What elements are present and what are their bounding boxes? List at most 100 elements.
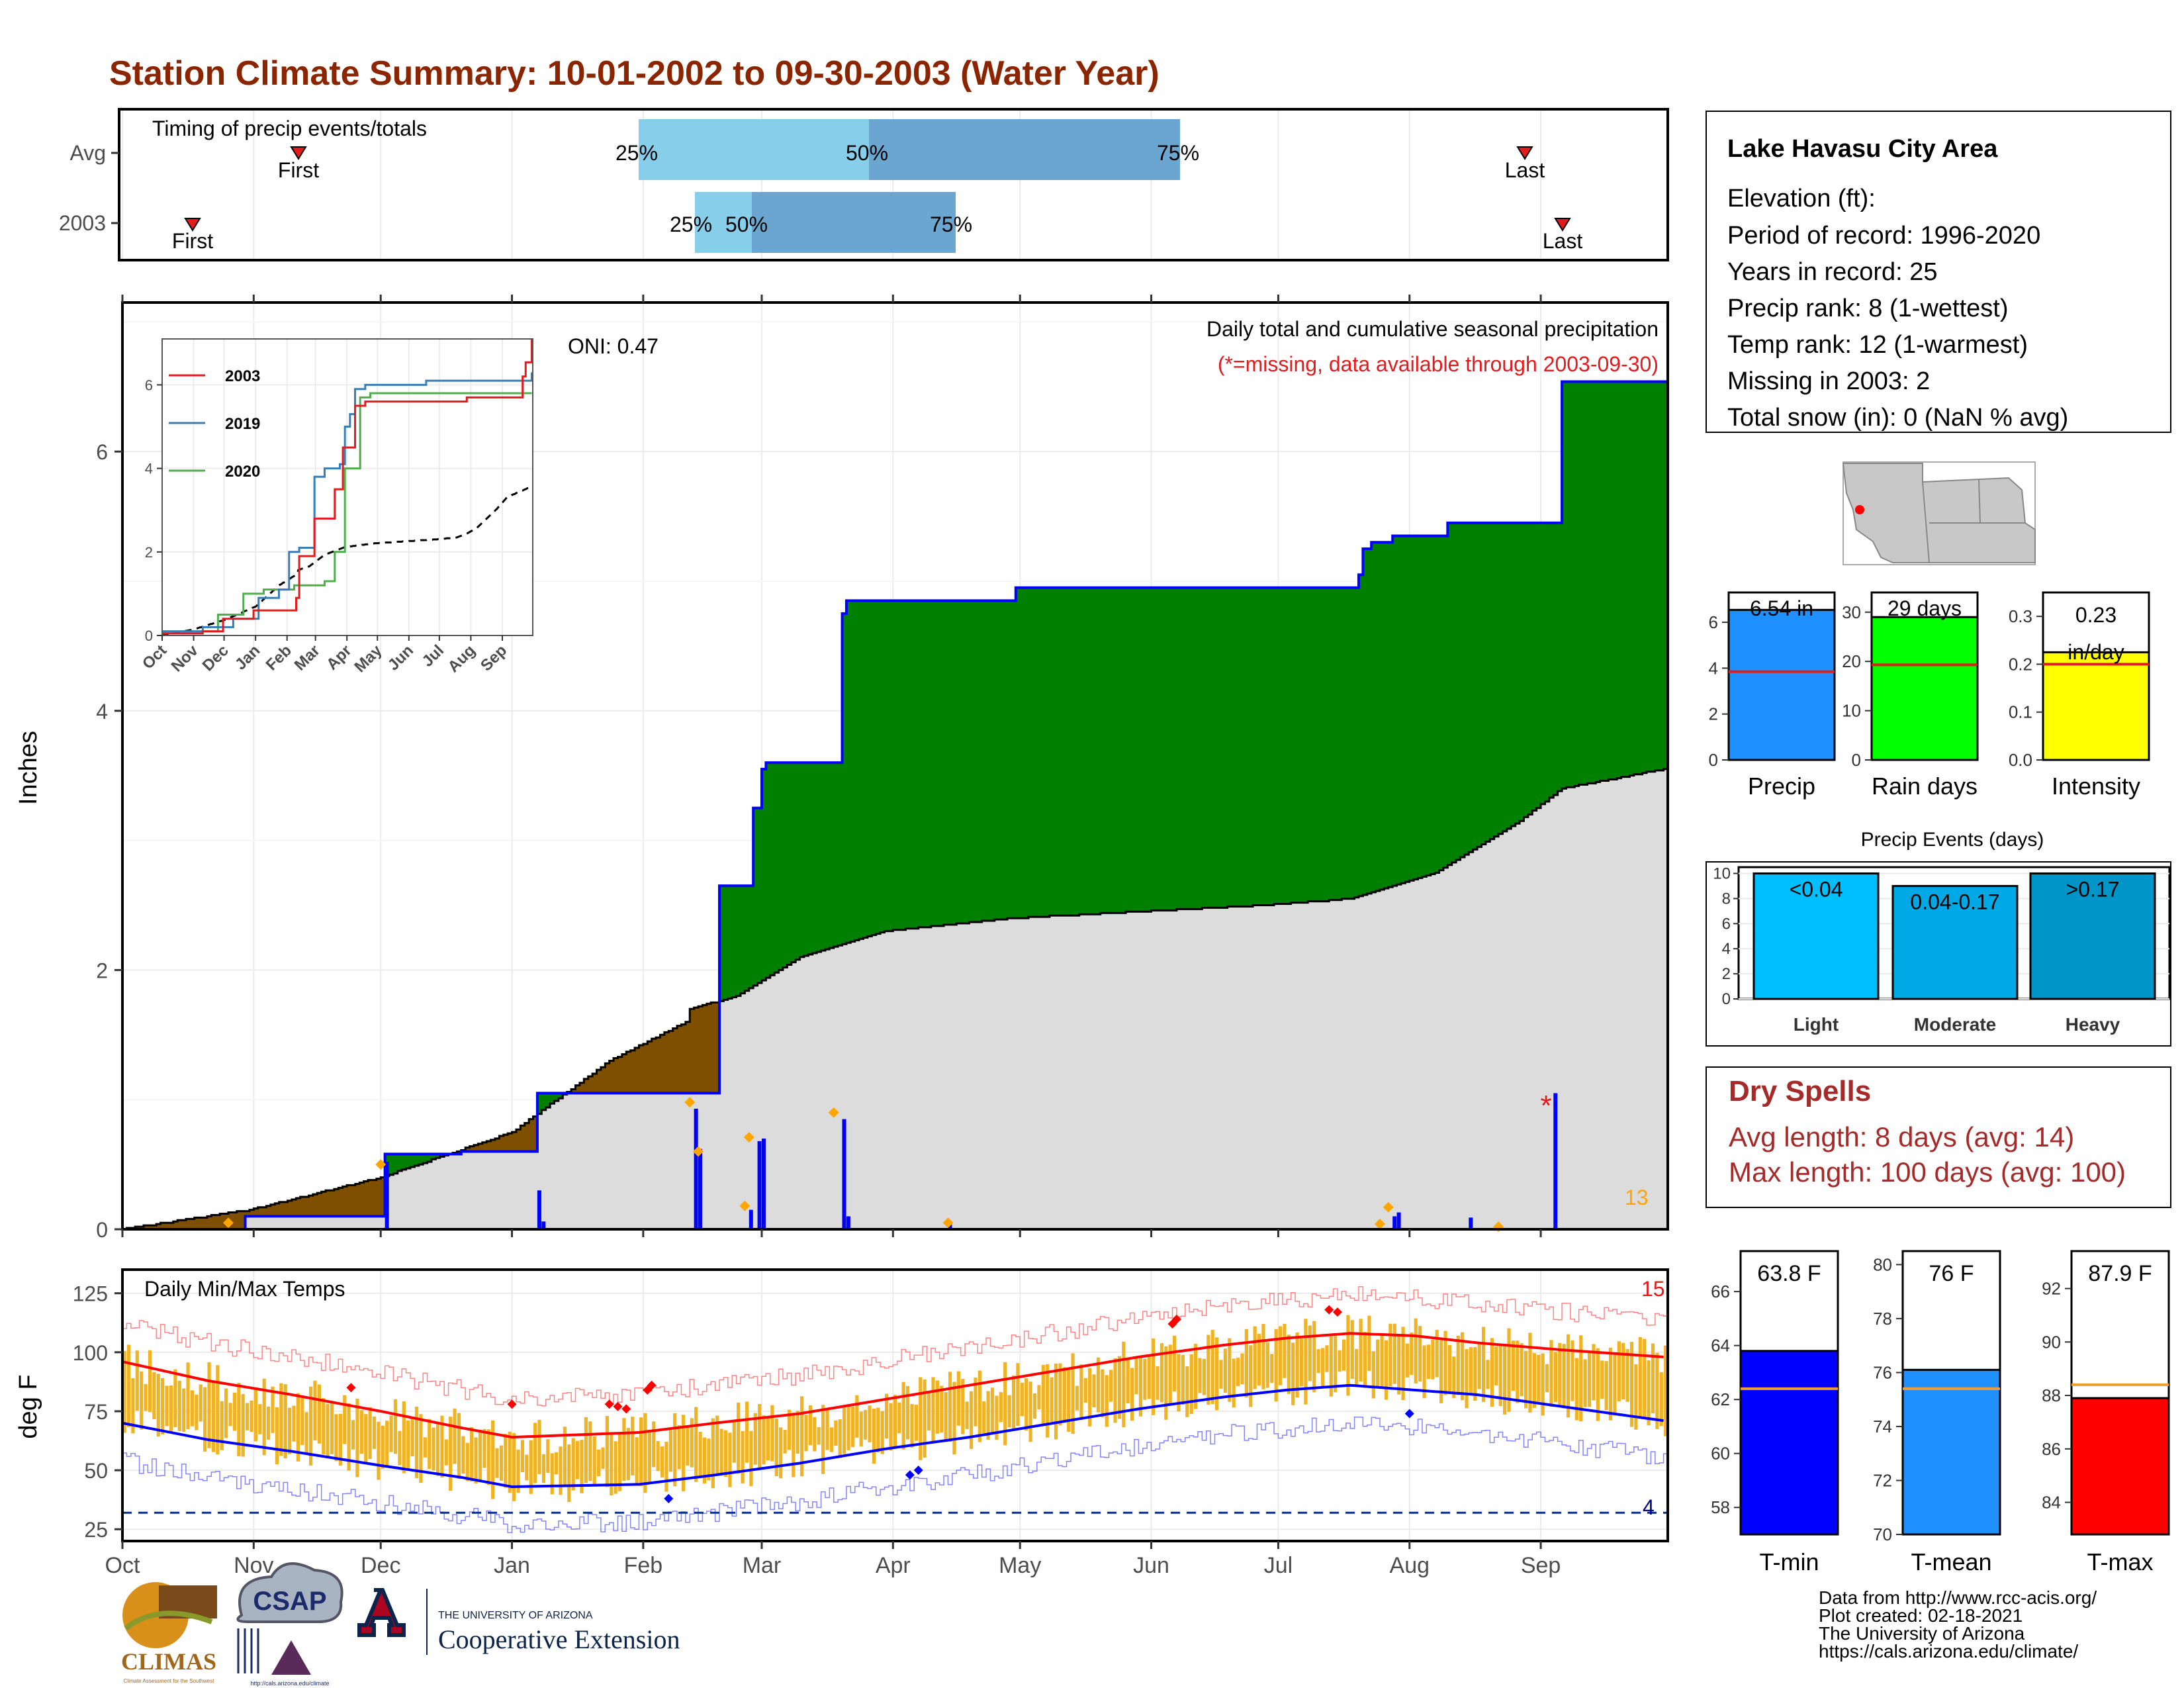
summary-bar-ytick-label: 2: [1709, 704, 1718, 724]
summary-bar-value: 29 days: [1888, 596, 1962, 620]
missing-data-marker: *: [1540, 1090, 1551, 1122]
daily-temp-bar: [927, 1391, 931, 1430]
daily-temp-bar: [304, 1412, 308, 1454]
temp-summary-ytick-label: 76: [1873, 1362, 1892, 1382]
daily-temp-bar: [432, 1427, 435, 1471]
daily-temp-bar: [1608, 1347, 1613, 1421]
temp-record-high-diamond: [1333, 1307, 1343, 1317]
daily-temp-bar: [444, 1439, 448, 1466]
summary-bar-ytick-label: 4: [1709, 658, 1718, 678]
month-label: Apr: [876, 1553, 911, 1578]
summary-bar-ytick-label: 6: [1709, 612, 1718, 632]
daily-temp-bar: [741, 1430, 745, 1483]
daily-temp-bar: [956, 1371, 960, 1426]
inset-series-2020: [162, 392, 532, 633]
daily-temp-bar: [944, 1391, 948, 1442]
daily-temp-bar: [779, 1427, 783, 1479]
daily-temp-bar: [1232, 1358, 1236, 1408]
daily-temp-bar: [965, 1401, 969, 1429]
csap-logo-cloud: [236, 1562, 343, 1623]
daily-temp-bar: [808, 1405, 813, 1446]
daily-temp-bar: [326, 1403, 330, 1458]
temp-record-high-diamond: [604, 1399, 614, 1409]
daily-temp-bar: [1244, 1329, 1248, 1398]
daily-temp-bar: [228, 1403, 232, 1427]
station-name: Lake Havasu City Area: [1727, 135, 1998, 163]
month-label: May: [999, 1553, 1041, 1578]
daily-temp-bar: [1067, 1369, 1071, 1432]
station-line-elevation: Elevation (ft):: [1727, 185, 1876, 212]
dry-spells-box: Dry Spells Avg length: 8 days (avg: 14) …: [1706, 1066, 2171, 1208]
daily-temp-bar: [1579, 1335, 1583, 1422]
daily-temp-bar: [1545, 1364, 1549, 1393]
summary-bar-ytick-label: 10: [1842, 701, 1861, 721]
daily-temp-bar: [656, 1440, 660, 1472]
daily-temp-bar: [605, 1416, 609, 1487]
timing-avg-last-label: Last: [1505, 158, 1545, 182]
precip-record-diamond: [375, 1159, 387, 1170]
daily-temp-bar: [1583, 1359, 1587, 1407]
daily-temp-bar: [690, 1418, 694, 1468]
daily-temp-bar: [940, 1385, 944, 1433]
footer-line-1: Data from http://www.rcc-acis.org/: [1819, 1587, 2097, 1608]
daily-temp-bar: [859, 1411, 863, 1447]
daily-temp-bar: [410, 1417, 414, 1457]
daily-temp-bar: [1228, 1338, 1232, 1402]
daily-temp-bar: [355, 1398, 359, 1477]
dry-spells-max: Max length: 100 days (avg: 100): [1729, 1156, 2126, 1188]
inset-legend-label: 2003: [225, 367, 260, 385]
daily-temp-bar: [1452, 1356, 1456, 1399]
events-bar-text: >0.17: [2066, 877, 2120, 901]
daily-temp-bar: [1194, 1344, 1198, 1409]
summary-bar-ytick-label: 0.0: [2009, 750, 2032, 770]
daily-temp-bar: [563, 1427, 567, 1487]
daily-temp-bar: [1143, 1358, 1147, 1400]
daily-temp-bar: [1363, 1332, 1367, 1388]
daily-temp-bar: [1401, 1327, 1405, 1401]
daily-precip-bar: [1392, 1216, 1397, 1229]
month-label: Sep: [1521, 1553, 1561, 1578]
precip-record-diamond: [222, 1217, 234, 1229]
dry-spells-avg: Avg length: 8 days (avg: 14): [1729, 1121, 2074, 1152]
daily-temp-bar: [1105, 1375, 1109, 1427]
footer-line-4: https://cals.arizona.edu/climate/: [1819, 1641, 2078, 1662]
daily-temp-bar: [1189, 1354, 1193, 1415]
daily-temp-bar: [246, 1403, 250, 1430]
daily-temp-bar: [686, 1425, 690, 1466]
daily-temp-bar: [631, 1417, 635, 1476]
daily-temp-bar: [914, 1405, 918, 1441]
station-line-years: Years in record: 25: [1727, 258, 1938, 286]
daily-temp-bar: [1219, 1360, 1223, 1389]
timing-row-label-avg: Avg: [69, 141, 106, 165]
daily-temp-bar: [910, 1404, 914, 1448]
dry-spells-border: [1706, 1066, 2171, 1208]
daily-temp-bar: [279, 1383, 283, 1456]
daily-temp-bar: [1058, 1363, 1062, 1426]
daily-temp-bar: [1465, 1349, 1469, 1409]
ua-logo-big-text: Cooperative Extension: [438, 1624, 680, 1654]
daily-temp-bar: [131, 1378, 135, 1434]
daily-temp-bar: [258, 1404, 262, 1434]
daily-temp-bar: [300, 1395, 304, 1445]
daily-temp-bar: [719, 1429, 723, 1475]
daily-temp-bar: [1414, 1318, 1418, 1383]
daily-temp-bar: [1528, 1333, 1532, 1413]
temp-summary-ytick-label: 66: [1711, 1282, 1730, 1301]
temp-summary-ytick-label: 62: [1711, 1389, 1730, 1409]
daily-temp-bar: [1647, 1360, 1651, 1426]
daily-temp-bar: [1532, 1353, 1536, 1408]
daily-precip-bar: [757, 1141, 762, 1229]
summary-bar-label: Rain days: [1872, 773, 1978, 800]
temp-ytick-label: 75: [84, 1400, 108, 1424]
daily-temp-bar: [982, 1401, 986, 1434]
station-line-missing: Missing in 2003: 2: [1727, 367, 1930, 395]
map-state-borders: [1922, 479, 2025, 563]
daily-temp-bar: [1062, 1367, 1066, 1421]
daily-temp-bar: [1338, 1350, 1342, 1372]
daily-temp-bar: [850, 1406, 855, 1448]
daily-temp-bar: [1312, 1321, 1316, 1393]
summary-bar-intensity: [2042, 651, 2150, 761]
station-info-box: Lake Havasu City Area Elevation (ft): Pe…: [1706, 111, 2171, 433]
temp-summary-bar-t-min: [1739, 1350, 1839, 1536]
daily-temp-bar: [453, 1408, 457, 1464]
